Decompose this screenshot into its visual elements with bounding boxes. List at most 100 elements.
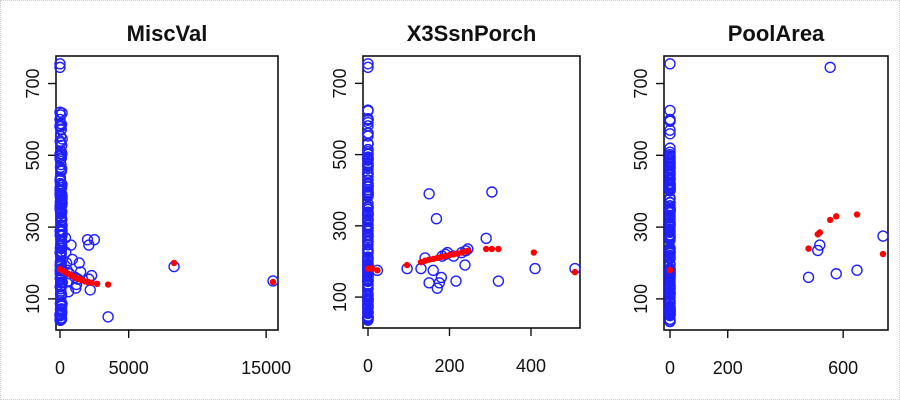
data-point-observed: [802, 271, 815, 284]
data-point-fitted: [482, 245, 490, 253]
data-point-observed: [362, 166, 374, 178]
data-point-observed: [362, 235, 374, 248]
data-point-fitted: [170, 259, 178, 267]
y-tick-label: 300: [631, 212, 651, 242]
data-point-observed: [362, 113, 374, 125]
data-point-observed: [54, 207, 67, 219]
data-point-fitted: [853, 211, 861, 218]
x-tick-label: 0: [665, 358, 675, 378]
data-point-fitted: [93, 280, 101, 288]
data-point-observed: [877, 230, 889, 242]
data-point-fitted: [403, 261, 411, 269]
data-point-observed: [362, 283, 374, 295]
data-point-observed: [54, 106, 66, 118]
panel-x3ssnporch: X3SsnPorch 100 300 500 700 0 200 400: [330, 21, 581, 376]
data-point-observed: [664, 162, 676, 174]
data-point-observed: [664, 104, 676, 117]
data-point-observed: [84, 284, 96, 296]
data-point-observed: [54, 113, 66, 126]
data-point-observed: [55, 158, 67, 171]
x-tick-label: 5000: [109, 358, 149, 378]
data-point-observed: [54, 184, 66, 196]
data-point-observed: [664, 302, 676, 314]
data-point-observed: [433, 277, 446, 289]
x-tick-label: 0: [55, 358, 65, 378]
data-point-observed: [56, 228, 68, 241]
data-point-observed: [73, 257, 85, 269]
data-point-observed: [814, 239, 826, 251]
x-tick-label: 15000: [241, 358, 291, 378]
data-point-observed: [66, 253, 79, 266]
data-point-observed: [362, 251, 374, 263]
plot-frame: [663, 55, 889, 331]
data-point-observed: [664, 218, 676, 231]
data-point-fitted: [488, 245, 496, 253]
data-point-observed: [362, 160, 374, 172]
data-point-fitted: [666, 266, 674, 274]
y-tick-label: 100: [631, 284, 651, 314]
x-tick-label: 200: [434, 356, 464, 376]
data-point-observed: [102, 311, 114, 323]
data-point-observed: [450, 275, 462, 287]
data-point-observed: [664, 151, 676, 163]
data-point-observed: [664, 166, 676, 179]
y-tick-label: 700: [23, 69, 43, 99]
data-point-observed: [55, 179, 68, 192]
data-point-observed: [362, 230, 374, 242]
panel-poolarea: PoolArea 100 300 500 700 0 200 600: [631, 21, 889, 378]
data-point-observed: [664, 286, 676, 299]
y-tick-label: 100: [23, 284, 43, 314]
plot-title: X3SsnPorch: [407, 21, 537, 46]
data-point-fitted: [826, 216, 834, 224]
x-tick-label: 400: [516, 356, 546, 376]
data-point-observed: [664, 253, 676, 265]
data-point-observed: [664, 128, 676, 140]
data-point-observed: [88, 233, 101, 246]
data-point-observed: [56, 298, 68, 310]
data-point-observed: [56, 276, 68, 288]
data-point-observed: [55, 152, 67, 165]
data-point-observed: [435, 271, 448, 284]
data-point-observed: [54, 61, 66, 74]
data-point-fitted: [464, 247, 472, 254]
data-point-fitted: [571, 268, 579, 276]
data-point-observed: [664, 205, 676, 217]
data-point-observed: [430, 213, 443, 225]
data-point-observed: [664, 154, 676, 167]
data-point-observed: [423, 188, 435, 200]
data-point-observed: [529, 262, 541, 275]
data-point-observed: [664, 297, 676, 310]
data-point-observed: [362, 120, 374, 132]
plot-title: PoolArea: [728, 21, 825, 46]
y-tick-label: 100: [330, 282, 350, 312]
data-point-observed: [56, 213, 68, 226]
x-tick-label: 200: [713, 358, 743, 378]
plot-frame: [55, 55, 279, 331]
data-point-observed: [54, 120, 66, 133]
data-point-observed: [362, 189, 374, 201]
data-point-observed: [664, 305, 676, 317]
data-point-observed: [362, 58, 374, 70]
y-tick-label: 700: [330, 68, 350, 98]
plot-title: MiscVal: [127, 21, 208, 46]
y-tick-label: 300: [23, 212, 43, 242]
data-point-observed: [59, 232, 72, 244]
data-point-fitted: [269, 278, 277, 286]
data-point-observed: [459, 259, 471, 271]
data-point-observed: [664, 185, 676, 197]
plot-frame: [362, 55, 581, 329]
data-point-observed: [55, 312, 67, 325]
y-tick-label: 500: [330, 140, 350, 170]
data-point-fitted: [374, 267, 381, 274]
data-point-observed: [362, 208, 374, 220]
data-point-observed: [362, 295, 374, 307]
data-point-observed: [664, 313, 676, 326]
data-point-observed: [362, 314, 374, 326]
data-point-observed: [664, 196, 676, 209]
data-point-observed: [362, 278, 374, 290]
data-point-observed: [362, 214, 374, 226]
data-point-observed: [362, 61, 374, 74]
data-point-observed: [830, 268, 842, 280]
data-point-observed: [664, 200, 676, 212]
